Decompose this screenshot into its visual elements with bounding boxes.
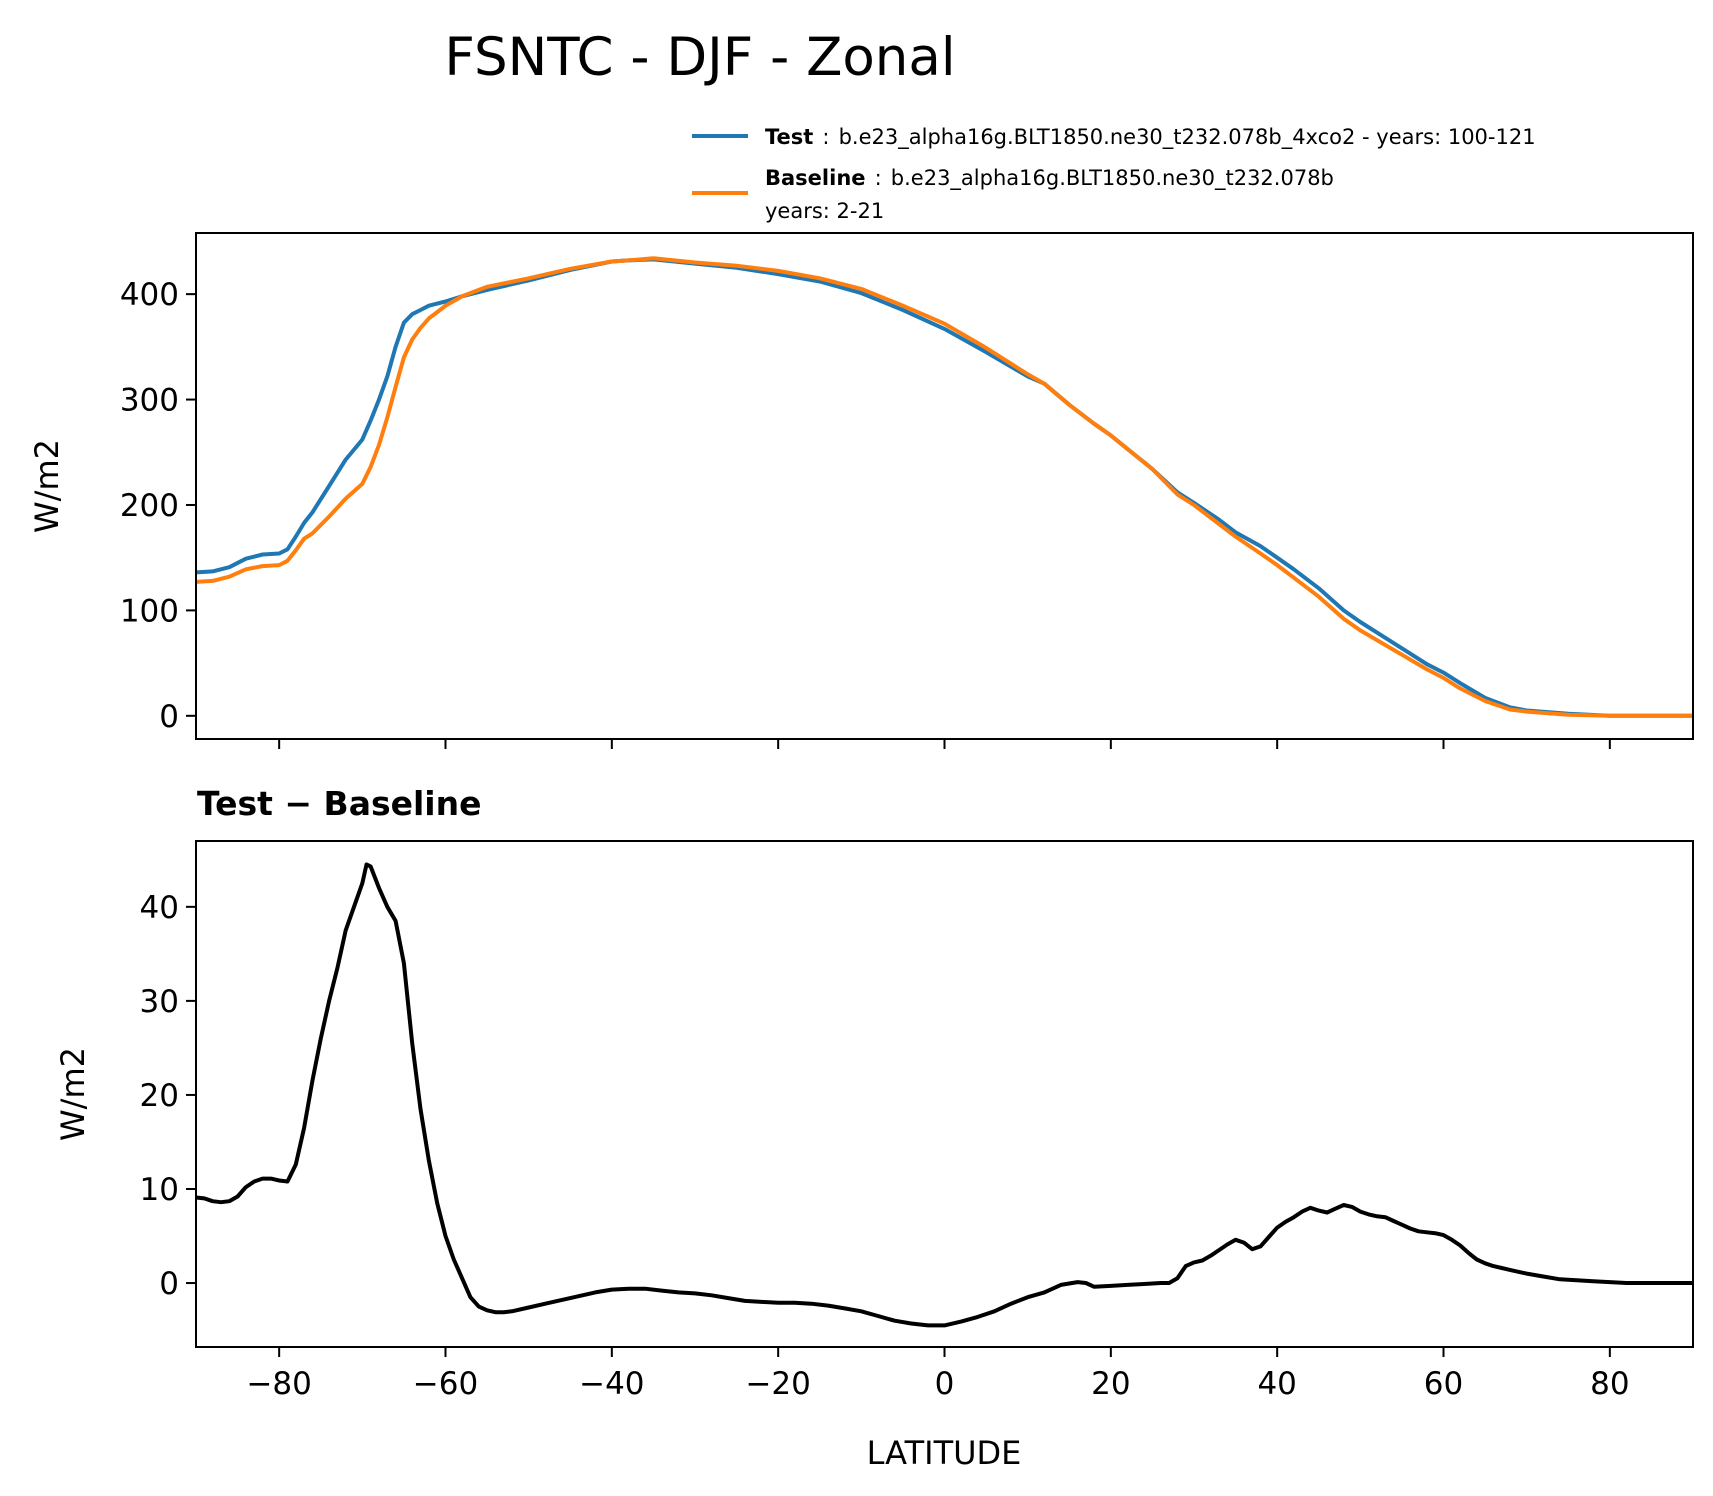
legend-desc-baseline: b.e23_alpha16g.BLT1850.ne30_t232.078b: [891, 166, 1334, 191]
bottom-ytick-label: 40: [140, 890, 179, 926]
bottom-ytick-label: 20: [140, 1078, 179, 1114]
bottom-ytick-label: 30: [140, 984, 179, 1020]
svg-text:Test : b.e23_a: Test : b.e23_alpha16g.BLT1850.ne30_t232.…: [765, 125, 1536, 150]
legend-name-test: Test: [765, 125, 813, 149]
bottom-xtick-label: 40: [1257, 1366, 1296, 1402]
bottom-xtick-label: −80: [246, 1366, 311, 1402]
top-panel: 0 100 200 300 400 W/m2: [28, 232, 1694, 749]
bottom-ytick-label: 0: [159, 1266, 179, 1302]
top-series-test-line: [195, 257, 1693, 718]
bottom-ylabel: W/m2: [54, 1047, 92, 1141]
bottom-xtick-label: 80: [1590, 1366, 1629, 1402]
legend-name-baseline: Baseline: [765, 166, 866, 190]
top-series-group: [195, 256, 1693, 718]
top-plot-frame: [195, 232, 1694, 740]
bottom-ytick-label: 10: [140, 1172, 179, 1208]
bottom-xtick-label: −20: [745, 1366, 810, 1402]
top-series-baseline-line: [195, 256, 1693, 718]
bottom-xtick-label: −40: [579, 1366, 644, 1402]
bottom-title: Test − Baseline: [197, 784, 482, 823]
legend-entry-baseline: Baseline : b.e23_alpha16g.BLT1850.ne30_t…: [692, 166, 1334, 223]
bottom-xlabel: LATITUDE: [867, 1434, 1022, 1472]
bottom-xtick-label: −60: [413, 1366, 478, 1402]
legend-colon-baseline: :: [875, 166, 882, 190]
bottom-series-difference-line: [195, 862, 1693, 1328]
top-ytick-label: 200: [120, 488, 179, 524]
legend-desc2-baseline: years: 2-21: [765, 199, 884, 223]
bottom-series-group: [195, 862, 1693, 1328]
legend: Test : b.e23_alpha16g.BLT1850.ne30_t232.…: [692, 125, 1536, 223]
svg-text:Baseline : b.e: Baseline : b.e23_alpha16g.BLT1850.ne30_t…: [765, 166, 1334, 191]
bottom-plot-frame: [195, 840, 1694, 1348]
top-ytick-label: 300: [120, 383, 179, 419]
figure-title: FSNTC - DJF - Zonal: [444, 27, 955, 88]
legend-colon-test: :: [822, 125, 829, 149]
top-axes: 0 100 200 300 400: [120, 277, 1611, 749]
top-ytick-label: 400: [120, 277, 179, 313]
bottom-xtick-label: 20: [1091, 1366, 1130, 1402]
bottom-xtick-label: 0: [935, 1366, 955, 1402]
top-ylabel: W/m2: [28, 439, 66, 533]
bottom-panel: Test − Baseline 0 10 20 30 40 −80 −60 −40 −20 0 20…: [54, 784, 1694, 1472]
legend-desc-test: b.e23_alpha16g.BLT1850.ne30_t232.078b_4x…: [839, 125, 1536, 150]
bottom-xtick-label: 60: [1424, 1366, 1463, 1402]
top-ytick-label: 0: [159, 699, 179, 735]
bottom-axes: 0 10 20 30 40 −80 −60 −40 −20 0 20 40 60 80: [140, 890, 1630, 1402]
top-ytick-label: 100: [120, 593, 179, 629]
legend-entry-test: Test : b.e23_alpha16g.BLT1850.ne30_t232.…: [692, 125, 1536, 150]
